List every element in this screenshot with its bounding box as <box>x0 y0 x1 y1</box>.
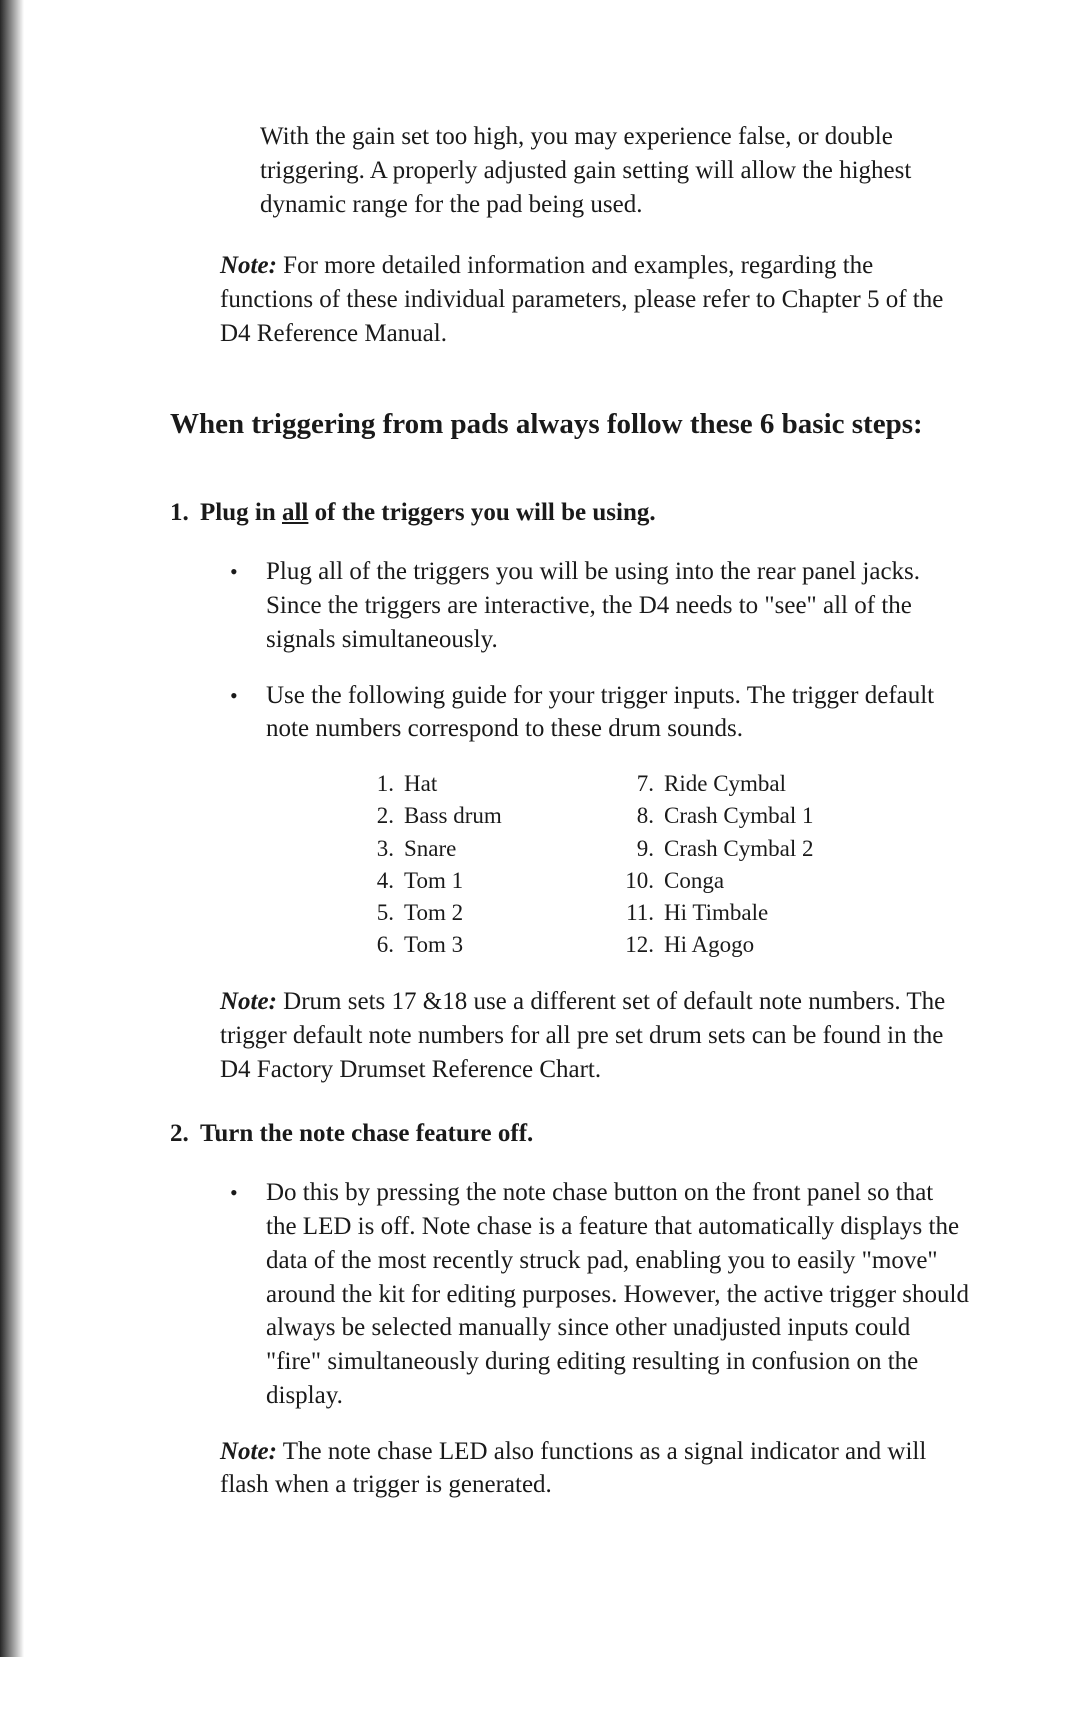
step-number: 2. <box>170 1117 200 1151</box>
trigger-row: 4.Tom 1 <box>360 865 620 897</box>
section-heading: When triggering from pads always follow … <box>170 405 970 444</box>
intro-paragraph: With the gain set too high, you may expe… <box>260 120 970 221</box>
trigger-number: 2. <box>360 800 394 832</box>
trigger-row: 9.Crash Cymbal 2 <box>620 833 920 865</box>
step1-bullet-a: • Plug all of the triggers you will be u… <box>230 555 970 656</box>
bullet-text: Use the following guide for your trigger… <box>266 679 970 747</box>
trigger-number: 7. <box>620 768 654 800</box>
bullet-text: Plug all of the triggers you will be usi… <box>266 555 970 656</box>
trigger-row: 3.Snare <box>360 833 620 865</box>
step-title: Plug in all of the triggers you will be … <box>200 496 656 530</box>
note-text: Drum sets 17 &18 use a different set of … <box>220 988 945 1083</box>
trigger-number: 4. <box>360 865 394 897</box>
document-page: With the gain set too high, you may expe… <box>0 0 1080 1732</box>
trigger-row: 8.Crash Cymbal 1 <box>620 800 920 832</box>
trigger-label: Tom 3 <box>394 929 463 961</box>
step2-note: Note: The note chase LED also functions … <box>220 1435 970 1503</box>
trigger-label: Conga <box>654 865 724 897</box>
note-text: For more detailed information and exampl… <box>220 252 943 347</box>
step1-note: Note: Drum sets 17 &18 use a different s… <box>220 985 970 1086</box>
trigger-row: 10.Conga <box>620 865 920 897</box>
trigger-row: 1.Hat <box>360 768 620 800</box>
trigger-number: 12. <box>620 929 654 961</box>
trigger-label: Crash Cymbal 1 <box>654 800 814 832</box>
trigger-number: 1. <box>360 768 394 800</box>
trigger-label: Hat <box>394 768 437 800</box>
trigger-col-left: 1.Hat2.Bass drum3.Snare4.Tom 15.Tom 26.T… <box>360 768 620 961</box>
step-number: 1. <box>170 496 200 530</box>
trigger-label: Bass drum <box>394 800 502 832</box>
step1-title-underlined: all <box>282 499 308 526</box>
step-1-heading: 1. Plug in all of the triggers you will … <box>170 496 970 530</box>
trigger-number: 9. <box>620 833 654 865</box>
trigger-label: Ride Cymbal <box>654 768 786 800</box>
trigger-row: 6.Tom 3 <box>360 929 620 961</box>
trigger-number: 11. <box>620 897 654 929</box>
trigger-label: Hi Timbale <box>654 897 768 929</box>
note-label: Note: <box>220 252 277 279</box>
trigger-number: 6. <box>360 929 394 961</box>
trigger-number: 8. <box>620 800 654 832</box>
step-title: Turn the note chase feature off. <box>200 1117 533 1151</box>
trigger-row: 7.Ride Cymbal <box>620 768 920 800</box>
note-label: Note: <box>220 1438 277 1465</box>
trigger-label: Tom 1 <box>394 865 463 897</box>
step1-title-pre: Plug in <box>200 499 282 526</box>
note-label: Note: <box>220 988 277 1015</box>
step2-bullet-a: • Do this by pressing the note chase but… <box>230 1176 970 1412</box>
bullet-icon: • <box>230 1176 266 1412</box>
trigger-label: Snare <box>394 833 456 865</box>
trigger-row: 5.Tom 2 <box>360 897 620 929</box>
step-2-heading: 2. Turn the note chase feature off. <box>170 1117 970 1151</box>
trigger-label: Crash Cymbal 2 <box>654 833 814 865</box>
trigger-number: 5. <box>360 897 394 929</box>
note-gain: Note: For more detailed information and … <box>220 249 970 350</box>
bullet-icon: • <box>230 555 266 656</box>
trigger-label: Hi Agogo <box>654 929 754 961</box>
trigger-row: 11.Hi Timbale <box>620 897 920 929</box>
trigger-col-right: 7.Ride Cymbal8.Crash Cymbal 19.Crash Cym… <box>620 768 920 961</box>
trigger-number: 10. <box>620 865 654 897</box>
bullet-text: Do this by pressing the note chase butto… <box>266 1176 970 1412</box>
trigger-number: 3. <box>360 833 394 865</box>
bullet-icon: • <box>230 679 266 747</box>
trigger-label: Tom 2 <box>394 897 463 929</box>
trigger-input-guide: 1.Hat2.Bass drum3.Snare4.Tom 15.Tom 26.T… <box>360 768 970 961</box>
step1-bullet-b: • Use the following guide for your trigg… <box>230 679 970 747</box>
step1-title-post: of the triggers you will be using. <box>308 499 655 526</box>
trigger-row: 2.Bass drum <box>360 800 620 832</box>
note-text: The note chase LED also functions as a s… <box>220 1438 926 1499</box>
trigger-row: 12.Hi Agogo <box>620 929 920 961</box>
